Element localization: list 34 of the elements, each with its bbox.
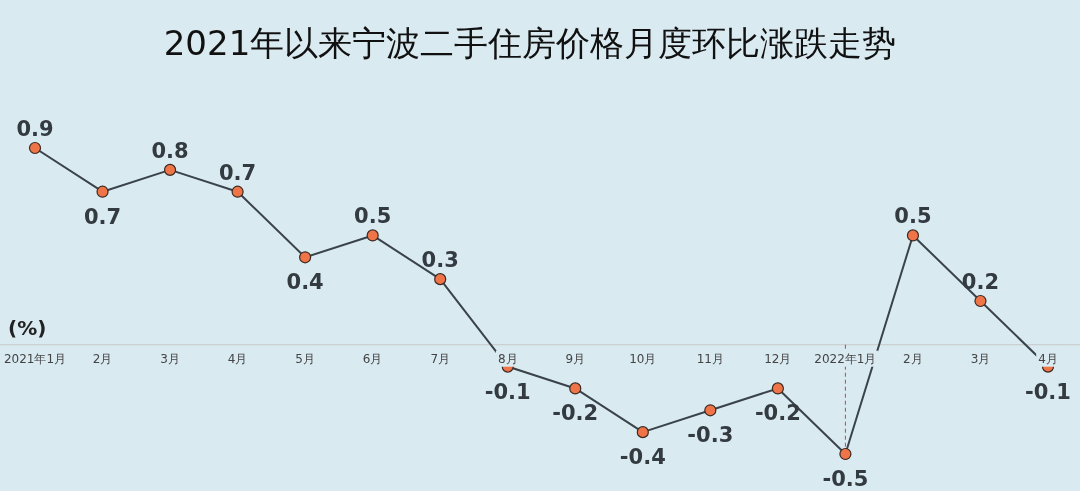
data-label: 0.7 (83, 204, 122, 229)
chart-title: 2021年以来宁波二手住房价格月度环比涨跌走势 (163, 23, 897, 63)
x-tick-label: 4月 (227, 351, 248, 366)
x-tick-label: 5月 (295, 351, 315, 366)
x-tick-label: 8月 (497, 351, 518, 366)
x-tick-label: 10月 (629, 351, 657, 366)
x-tick-label: 6月 (362, 351, 383, 366)
data-label: -0.4 (619, 445, 666, 470)
y-axis-title: (%) (8, 315, 47, 340)
data-label: 0.7 (219, 160, 257, 185)
x-tick-label: 7月 (430, 351, 451, 366)
data-label: -0.1 (484, 379, 531, 404)
data-label: -0.3 (687, 423, 734, 448)
x-tick-label: 12月 (764, 351, 792, 366)
data-label: 0.3 (421, 248, 459, 273)
data-label: -0.5 (822, 467, 869, 491)
data-label: 0.8 (151, 138, 189, 163)
data-label: 0.2 (961, 270, 1000, 294)
data-label: 0.5 (894, 204, 932, 229)
data-label: 0.4 (286, 270, 324, 295)
data-label: 0.9 (16, 117, 54, 141)
x-tick-label: 2022年1月 (814, 351, 877, 366)
x-tick-label: 11月 (696, 351, 724, 366)
data-label: 0.5 (354, 204, 392, 229)
data-label: -0.2 (552, 401, 599, 426)
x-tick-label: 2021年1月 (3, 351, 67, 366)
data-label: -0.1 (1025, 379, 1071, 404)
x-tick-label: 3月 (970, 351, 991, 366)
x-tick-label: 3月 (160, 351, 180, 366)
data-label: -0.2 (754, 401, 801, 426)
x-tick-label: 4月 (1038, 351, 1058, 366)
x-tick-label: 2月 (903, 351, 923, 366)
x-tick-label: 9月 (565, 351, 586, 366)
x-tick-label: 2月 (92, 351, 113, 366)
